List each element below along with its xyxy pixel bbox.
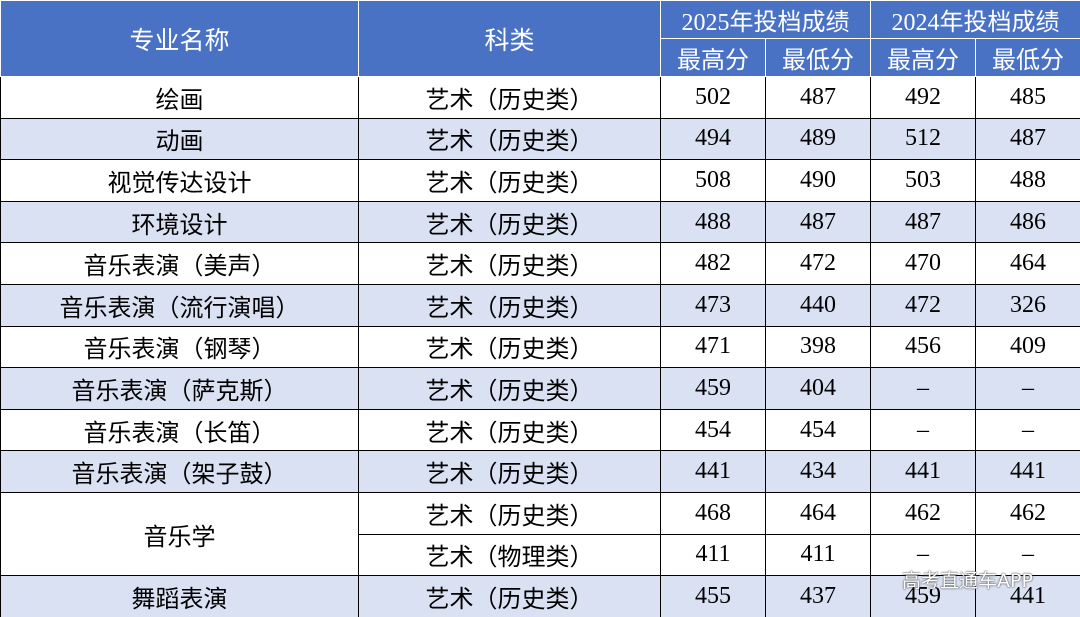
score-cell: 441 — [870, 450, 976, 493]
category-cell: 艺术（历史类） — [358, 575, 661, 617]
sub-header: 最高分 — [660, 38, 766, 77]
score-cell: 472 — [870, 283, 976, 327]
score-cell: 494 — [660, 117, 766, 161]
score-cell: 488 — [660, 200, 766, 244]
score-cell: 398 — [765, 325, 871, 369]
category-cell: 艺术（历史类） — [358, 408, 661, 452]
score-cell: – — [870, 367, 976, 410]
major-cell: 音乐表演（美声） — [0, 242, 359, 285]
category-cell: 艺术（历史类） — [358, 117, 661, 161]
table-row: 绘画 艺术（历史类） 502 487 492 485 — [0, 76, 1080, 119]
score-cell: 473 — [660, 283, 766, 327]
table-row: 音乐表演（流行演唱） 艺术（历史类） 473 440 472 326 — [0, 283, 1080, 327]
category-cell: 艺术（历史类） — [358, 242, 661, 285]
table-row: 视觉传达设计 艺术（历史类） 508 490 503 488 — [0, 159, 1080, 202]
category-cell: 艺术（历史类） — [358, 450, 661, 493]
category-cell: 艺术（历史类） — [358, 200, 661, 244]
score-cell: 462 — [870, 491, 976, 535]
score-cell: 503 — [870, 159, 976, 202]
score-cell: 490 — [765, 159, 871, 202]
score-cell: 487 — [975, 117, 1080, 161]
score-cell: 411 — [660, 533, 766, 577]
category-cell: 艺术（历史类） — [358, 491, 661, 535]
table-row: 音乐表演（架子鼓） 艺术（历史类） 441 434 441 441 — [0, 450, 1080, 493]
score-cell: 437 — [765, 575, 871, 617]
major-cell: 音乐表演（长笛） — [0, 408, 359, 452]
score-cell: 487 — [870, 200, 976, 244]
score-cell: – — [870, 408, 976, 452]
category-cell: 艺术（历史类） — [358, 76, 661, 119]
score-cell: 508 — [660, 159, 766, 202]
major-cell: 视觉传达设计 — [0, 159, 359, 202]
score-cell: 482 — [660, 242, 766, 285]
score-cell: 459 — [660, 367, 766, 410]
score-cell: – — [975, 367, 1080, 410]
score-cell: 468 — [660, 491, 766, 535]
score-cell: 441 — [975, 575, 1080, 617]
score-cell: 512 — [870, 117, 976, 161]
major-cell: 绘画 — [0, 76, 359, 119]
table-row: 音乐表演（钢琴） 艺术（历史类） 471 398 456 409 — [0, 325, 1080, 369]
category-cell: 艺术（物理类） — [358, 533, 661, 577]
score-cell: 471 — [660, 325, 766, 369]
category-cell: 艺术（历史类） — [358, 367, 661, 410]
score-cell: 462 — [975, 491, 1080, 535]
major-cell: 舞蹈表演 — [0, 575, 359, 617]
score-cell: 456 — [870, 325, 976, 369]
score-cell: 454 — [765, 408, 871, 452]
major-cell: 音乐表演（钢琴） — [0, 325, 359, 369]
sub-header: 最高分 — [870, 38, 976, 77]
table-header: 专业名称 科类 2025年投档成绩 2024年投档成绩 最高分 最低分 最高分 … — [0, 0, 1080, 77]
score-cell: 326 — [975, 283, 1080, 327]
score-cell: 459 — [870, 575, 976, 617]
table-row: 音乐表演（美声） 艺术（历史类） 482 472 470 464 — [0, 242, 1080, 285]
score-cell: 409 — [975, 325, 1080, 369]
score-cell: 470 — [870, 242, 976, 285]
year-header: 2025年投档成绩 — [660, 0, 871, 39]
score-cell: – — [975, 408, 1080, 452]
score-cell: 487 — [765, 76, 871, 119]
table-row: 音乐学 艺术（历史类） 468 464 462 462 — [0, 491, 1080, 577]
major-cell: 音乐表演（架子鼓） — [0, 450, 359, 493]
category-cell: 艺术（历史类） — [358, 283, 661, 327]
score-cell: 464 — [975, 242, 1080, 285]
score-cell: 404 — [765, 367, 871, 410]
table-row: 环境设计 艺术（历史类） 488 487 487 486 — [0, 200, 1080, 244]
major-cell: 环境设计 — [0, 200, 359, 244]
score-cell: 488 — [975, 159, 1080, 202]
score-cell: 434 — [765, 450, 871, 493]
sub-header: 最低分 — [975, 38, 1080, 77]
category-cell: 艺术（历史类） — [358, 159, 661, 202]
score-cell: 492 — [870, 76, 976, 119]
major-cell: 音乐表演（萨克斯） — [0, 367, 359, 410]
column-header: 专业名称 — [0, 0, 359, 77]
table-row: 音乐表演（萨克斯） 艺术（历史类） 459 404– – — [0, 367, 1080, 410]
table-row: 动画 艺术（历史类） 494 489 512 487 — [0, 117, 1080, 161]
table-row: 音乐表演（长笛） 艺术（历史类） 454 454– – — [0, 408, 1080, 452]
year-header: 2024年投档成绩 — [870, 0, 1080, 39]
score-cell: 455 — [660, 575, 766, 617]
score-cell: 464 — [765, 491, 871, 535]
major-cell: 音乐表演（流行演唱） — [0, 283, 359, 327]
score-cell: 441 — [660, 450, 766, 493]
sub-header: 最低分 — [765, 38, 871, 77]
score-cell: 472 — [765, 242, 871, 285]
score-cell: 487 — [765, 200, 871, 244]
major-cell: 音乐学 — [0, 491, 359, 577]
category-cell: 艺术（历史类） — [358, 325, 661, 369]
column-header: 科类 — [358, 0, 661, 77]
score-cell: 502 — [660, 76, 766, 119]
score-cell: 441 — [975, 450, 1080, 493]
score-cell: 489 — [765, 117, 871, 161]
score-cell: 411 — [765, 533, 871, 577]
score-cell: 486 — [975, 200, 1080, 244]
major-cell: 动画 — [0, 117, 359, 161]
score-cell: 485 — [975, 76, 1080, 119]
watermark: 高考直通车APP — [902, 570, 1033, 592]
score-cell: 440 — [765, 283, 871, 327]
score-cell: 454 — [660, 408, 766, 452]
table-body: 绘画 艺术（历史类） 502 487 492 485 动画 艺术（历史类） 494 489 512 4… — [0, 76, 1080, 617]
